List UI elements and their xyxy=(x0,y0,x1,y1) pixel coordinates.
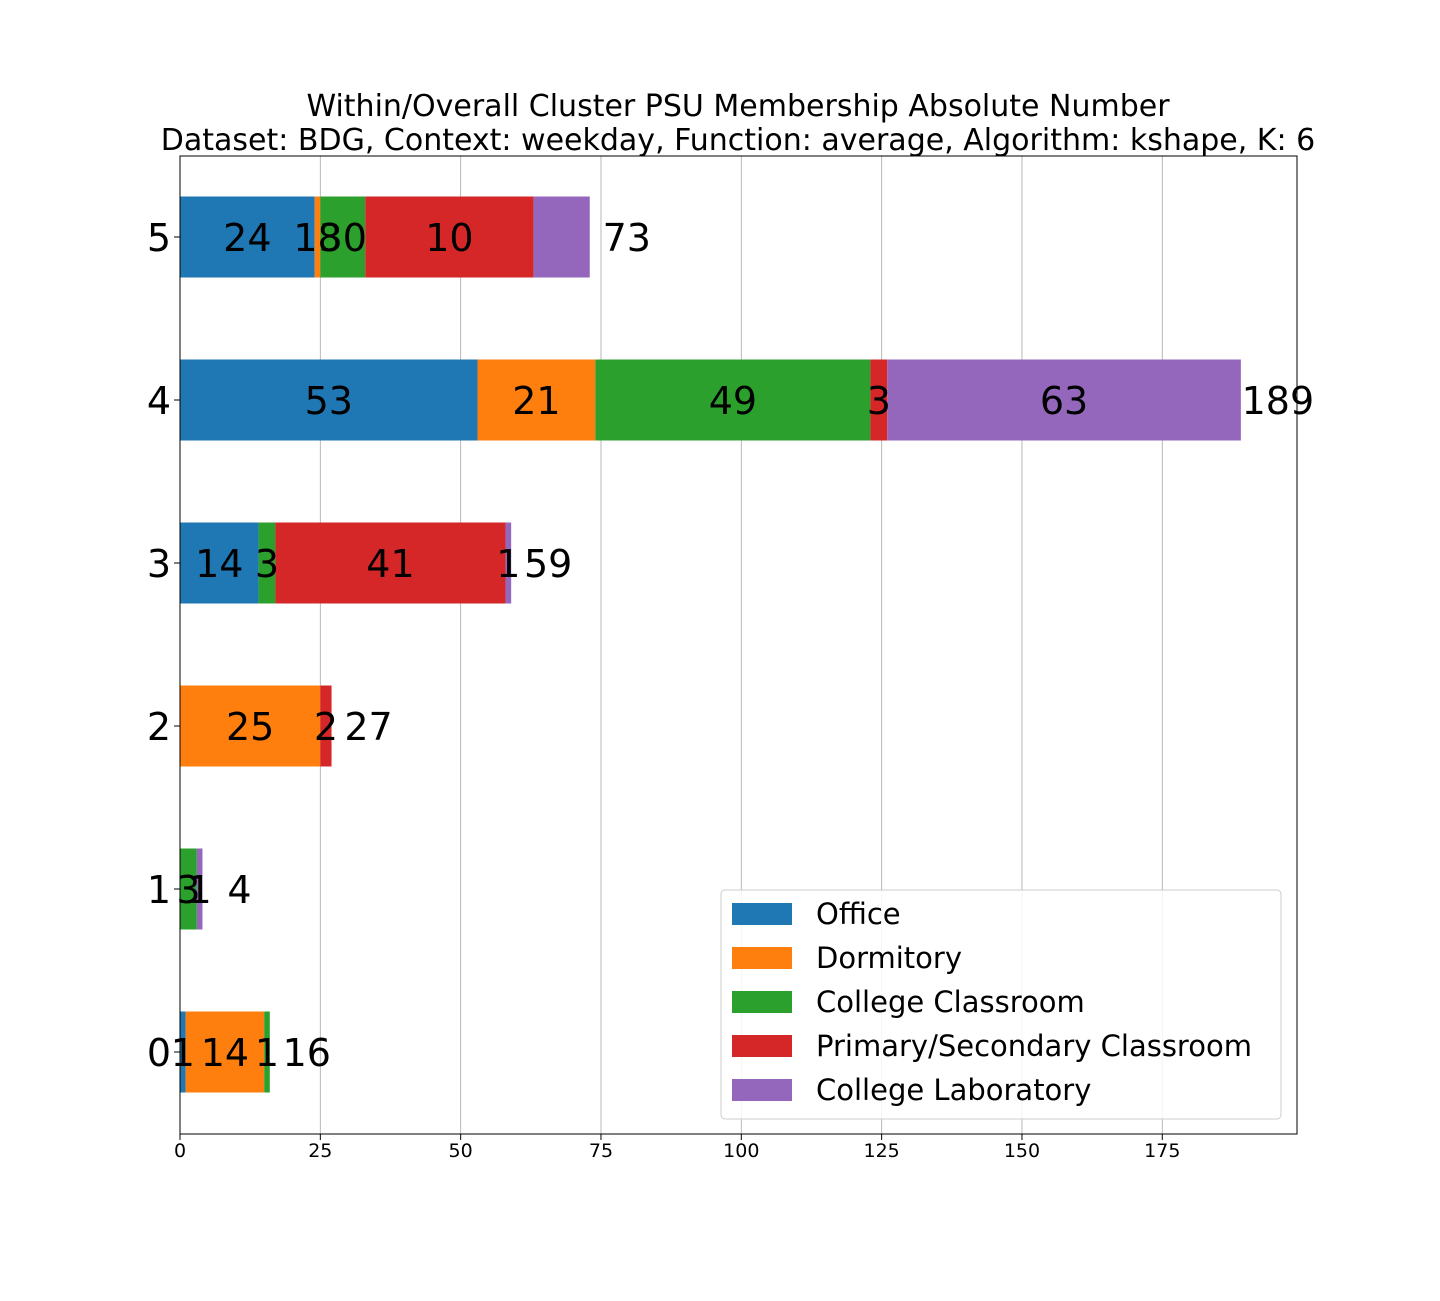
bar-segment xyxy=(264,1011,270,1093)
legend-swatch xyxy=(732,1079,792,1101)
total-value-label: 189 xyxy=(1242,379,1315,423)
segment-value-label: 53 xyxy=(305,379,353,423)
x-tick-label: 75 xyxy=(589,1140,613,1162)
x-tick-label: 0 xyxy=(174,1140,186,1162)
segment-value-label: 25 xyxy=(226,705,274,749)
x-tick-label: 125 xyxy=(864,1140,900,1162)
segment-value-label: 1 xyxy=(188,868,212,912)
y-tick-label: 5 xyxy=(147,216,171,260)
segment-value-label: 1 xyxy=(171,1031,195,1075)
segment-value-label: 18 xyxy=(293,216,341,260)
bar-segment xyxy=(180,196,315,278)
total-value-label: 4 xyxy=(227,868,251,912)
x-tick-label: 100 xyxy=(723,1140,759,1162)
y-tick-label: 0 xyxy=(147,1031,171,1075)
segment-value-label: 30 xyxy=(319,216,367,260)
y-tick-label: 2 xyxy=(147,705,171,749)
chart-subtitle: Dataset: BDG, Context: weekday, Function… xyxy=(161,123,1315,158)
total-value-label: 73 xyxy=(603,216,651,260)
bar-segment xyxy=(320,196,366,278)
gridlines xyxy=(319,156,1163,1134)
legend-swatch xyxy=(732,1035,792,1057)
bar-segment xyxy=(258,522,276,604)
bar-segment xyxy=(180,848,197,930)
segment-value-label: 63 xyxy=(1040,379,1088,423)
segment-value-label: 2 xyxy=(314,705,338,749)
x-tick-label: 25 xyxy=(308,1140,332,1162)
total-value-label: 59 xyxy=(524,542,572,586)
legend-swatch xyxy=(732,991,792,1013)
bar-segment xyxy=(180,1011,186,1093)
bar-segment xyxy=(180,522,259,604)
legend-label: Office xyxy=(816,897,901,931)
legend-swatch xyxy=(732,903,792,925)
bars xyxy=(180,196,1241,1093)
legend-label: College Classroom xyxy=(816,985,1085,1019)
bar-segment xyxy=(320,685,332,767)
bar-segment xyxy=(185,1011,265,1093)
segment-value-label: 10 xyxy=(425,216,473,260)
bar-segment xyxy=(505,522,512,604)
y-axis: 0 1 2 3 4 5 xyxy=(147,216,180,1075)
bar-segment xyxy=(870,359,888,441)
segment-value-label: 14 xyxy=(195,542,243,586)
bar-segment xyxy=(595,359,871,441)
bar-segment xyxy=(196,848,203,930)
legend-label: Dormitory xyxy=(816,941,962,975)
bar-segment xyxy=(180,359,478,441)
bar-segment xyxy=(887,359,1241,441)
x-tick-label: 175 xyxy=(1144,1140,1180,1162)
total-value-label: 16 xyxy=(283,1031,331,1075)
segment-value-label: 1 xyxy=(255,1031,279,1075)
legend-label: College Laboratory xyxy=(816,1073,1091,1107)
segment-value-label: 3 xyxy=(867,379,891,423)
bar-segment xyxy=(180,685,321,767)
x-tick-label: 50 xyxy=(449,1140,473,1162)
y-tick-label: 1 xyxy=(147,868,171,912)
segment-value-label: 24 xyxy=(223,216,271,260)
bar-segment xyxy=(314,196,321,278)
legend-swatch xyxy=(732,947,792,969)
bar-segment xyxy=(365,196,534,278)
plot-frame xyxy=(179,155,1298,1135)
segment-value-label: 49 xyxy=(709,379,757,423)
legend-label: Primary/Secondary Classroom xyxy=(816,1029,1252,1063)
segment-value-label: 1 xyxy=(496,542,520,586)
legend: Office Dormitory College Classroom Primary/… xyxy=(720,889,1282,1120)
total-value-label: 27 xyxy=(344,705,392,749)
bar-segment xyxy=(477,359,596,441)
legend-box xyxy=(720,889,1282,1120)
segment-value-label: 3 xyxy=(255,542,279,586)
x-axis: 0 25 50 75 100 125 150 175 xyxy=(174,1134,1180,1162)
segment-value-label: 14 xyxy=(201,1031,249,1075)
y-tick-label: 4 xyxy=(147,379,171,423)
segment-value-label: 21 xyxy=(512,379,560,423)
y-tick-label: 3 xyxy=(147,542,171,586)
bar-segment xyxy=(275,522,506,604)
x-tick-label: 150 xyxy=(1004,1140,1040,1162)
segment-value-label: 41 xyxy=(366,542,414,586)
bar-segment xyxy=(533,196,590,278)
chart-title: Within/Overall Cluster PSU Membership Ab… xyxy=(306,89,1170,124)
